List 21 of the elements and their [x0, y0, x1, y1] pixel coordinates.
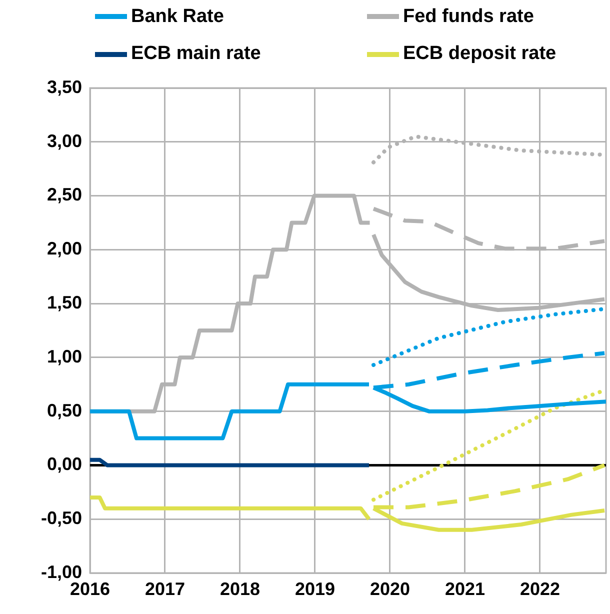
x-tick-label: 2019: [294, 578, 336, 599]
y-tick-label: -0,50: [40, 508, 82, 528]
y-tick-label: 2,00: [46, 238, 82, 259]
x-tick-label: 2020: [370, 578, 410, 599]
y-tick-label: 0,00: [46, 454, 82, 474]
y-tick-label: 3,00: [46, 130, 82, 151]
y-tick-label: 1,00: [46, 346, 82, 366]
line-series: [372, 306, 606, 367]
y-tick-label: 2,50: [46, 184, 82, 205]
x-tick-label: 2018: [220, 578, 260, 599]
x-tick-label: 2017: [144, 578, 186, 599]
y-tick-label: 3,50: [46, 76, 82, 97]
legend-label: Bank Rate: [131, 6, 224, 28]
y-tick-label: 0,50: [46, 400, 82, 420]
x-tick-label: 2022: [520, 578, 560, 599]
x-tick-label: 2021: [444, 578, 486, 599]
y-tick-label: 1,50: [46, 292, 82, 313]
line-series: [372, 390, 602, 502]
legend-label: ECB deposit rate: [403, 43, 556, 65]
legend-label: Fed funds rate: [403, 6, 534, 28]
legend-label: ECB main rate: [131, 43, 261, 65]
